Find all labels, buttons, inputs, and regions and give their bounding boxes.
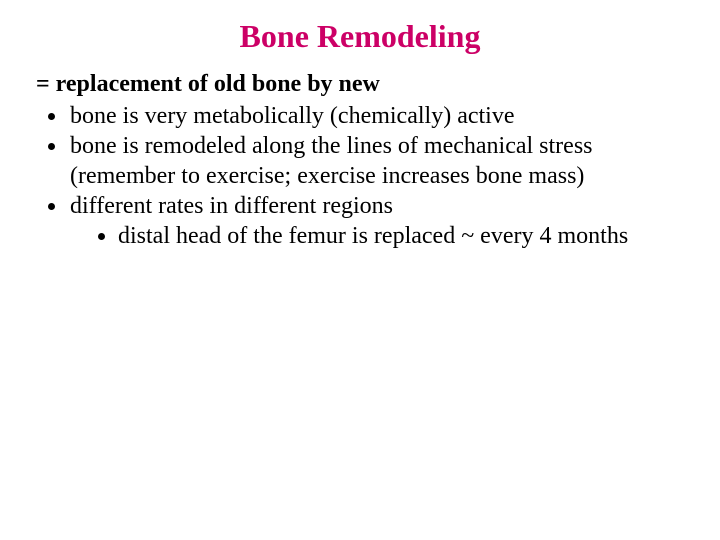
- list-item: bone is remodeled along the lines of mec…: [68, 131, 690, 191]
- slide-title: Bone Remodeling: [30, 18, 690, 55]
- list-item-text: different rates in different regions: [70, 193, 393, 219]
- slide: Bone Remodeling = replacement of old bon…: [0, 0, 720, 540]
- bullet-list: bone is very metabolically (chemically) …: [36, 101, 690, 251]
- list-item: bone is very metabolically (chemically) …: [68, 101, 690, 131]
- list-item: distal head of the femur is replaced ~ e…: [118, 221, 690, 251]
- list-item: different rates in different regions dis…: [68, 191, 690, 251]
- definition-line: = replacement of old bone by new: [36, 69, 690, 99]
- sub-bullet-list: distal head of the femur is replaced ~ e…: [70, 221, 690, 251]
